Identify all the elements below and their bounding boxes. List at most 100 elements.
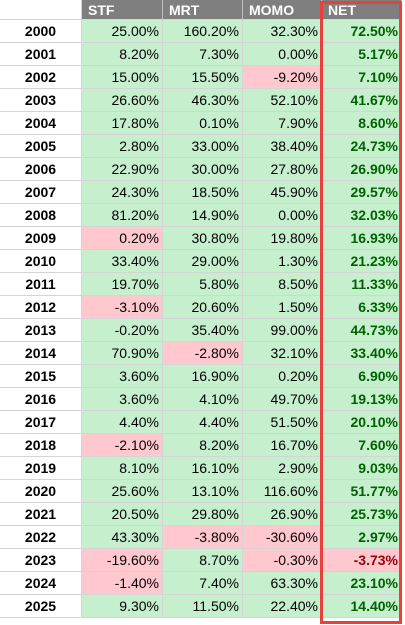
stf-cell[interactable]: -3.10% [82, 296, 163, 319]
header-cell-net[interactable]: NET [322, 0, 402, 20]
momo-cell[interactable]: 32.10% [243, 342, 322, 365]
momo-cell[interactable]: 2.90% [243, 457, 322, 480]
mrt-cell[interactable]: 7.30% [163, 43, 243, 66]
stf-cell[interactable]: -1.40% [82, 572, 163, 595]
momo-cell[interactable]: 1.30% [243, 250, 322, 273]
mrt-cell[interactable]: 30.80% [163, 227, 243, 250]
year-cell[interactable]: 2013 [0, 319, 82, 342]
stf-cell[interactable]: 9.30% [82, 595, 163, 618]
stf-cell[interactable]: 33.40% [82, 250, 163, 273]
year-cell[interactable]: 2005 [0, 135, 82, 158]
stf-cell[interactable]: 24.30% [82, 181, 163, 204]
momo-cell[interactable]: 51.50% [243, 411, 322, 434]
year-cell[interactable]: 2016 [0, 388, 82, 411]
stf-cell[interactable]: 3.60% [82, 388, 163, 411]
momo-cell[interactable]: 27.80% [243, 158, 322, 181]
momo-cell[interactable]: 49.70% [243, 388, 322, 411]
momo-cell[interactable]: 26.90% [243, 503, 322, 526]
mrt-cell[interactable]: -2.80% [163, 342, 243, 365]
year-cell[interactable]: 2024 [0, 572, 82, 595]
mrt-cell[interactable]: 16.10% [163, 457, 243, 480]
net-cell[interactable]: 41.67% [322, 89, 402, 112]
header-cell-stf[interactable]: STF [82, 0, 163, 20]
momo-cell[interactable]: 99.00% [243, 319, 322, 342]
net-cell[interactable]: 16.93% [322, 227, 402, 250]
net-cell[interactable]: 19.13% [322, 388, 402, 411]
net-cell[interactable]: 25.73% [322, 503, 402, 526]
momo-cell[interactable]: 38.40% [243, 135, 322, 158]
stf-cell[interactable]: -0.20% [82, 319, 163, 342]
stf-cell[interactable]: 2.80% [82, 135, 163, 158]
net-cell[interactable]: 6.33% [322, 296, 402, 319]
header-cell-mrt[interactable]: MRT [163, 0, 243, 20]
stf-cell[interactable]: 70.90% [82, 342, 163, 365]
stf-cell[interactable]: 25.60% [82, 480, 163, 503]
mrt-cell[interactable]: -3.80% [163, 526, 243, 549]
stf-cell[interactable]: 81.20% [82, 204, 163, 227]
net-cell[interactable]: 14.40% [322, 595, 402, 618]
mrt-cell[interactable]: 16.90% [163, 365, 243, 388]
stf-cell[interactable]: -19.60% [82, 549, 163, 572]
year-cell[interactable]: 2001 [0, 43, 82, 66]
mrt-cell[interactable]: 7.40% [163, 572, 243, 595]
momo-cell[interactable]: 32.30% [243, 20, 322, 43]
net-cell[interactable]: 11.33% [322, 273, 402, 296]
net-cell[interactable]: 20.10% [322, 411, 402, 434]
momo-cell[interactable]: 116.60% [243, 480, 322, 503]
mrt-cell[interactable]: 8.20% [163, 434, 243, 457]
momo-cell[interactable]: 19.80% [243, 227, 322, 250]
mrt-cell[interactable]: 160.20% [163, 20, 243, 43]
year-cell[interactable]: 2018 [0, 434, 82, 457]
year-cell[interactable]: 2010 [0, 250, 82, 273]
momo-cell[interactable]: -9.20% [243, 66, 322, 89]
year-cell[interactable]: 2019 [0, 457, 82, 480]
mrt-cell[interactable]: 20.60% [163, 296, 243, 319]
year-cell[interactable]: 2022 [0, 526, 82, 549]
stf-cell[interactable]: 26.60% [82, 89, 163, 112]
stf-cell[interactable]: 25.00% [82, 20, 163, 43]
net-cell[interactable]: 29.57% [322, 181, 402, 204]
net-cell[interactable]: -3.73% [322, 549, 402, 572]
mrt-cell[interactable]: 15.50% [163, 66, 243, 89]
header-cell-corner[interactable] [0, 0, 82, 20]
year-cell[interactable]: 2015 [0, 365, 82, 388]
year-cell[interactable]: 2012 [0, 296, 82, 319]
net-cell[interactable]: 9.03% [322, 457, 402, 480]
mrt-cell[interactable]: 29.80% [163, 503, 243, 526]
net-cell[interactable]: 21.23% [322, 250, 402, 273]
net-cell[interactable]: 7.60% [322, 434, 402, 457]
stf-cell[interactable]: -2.10% [82, 434, 163, 457]
stf-cell[interactable]: 8.20% [82, 43, 163, 66]
mrt-cell[interactable]: 33.00% [163, 135, 243, 158]
year-cell[interactable]: 2017 [0, 411, 82, 434]
mrt-cell[interactable]: 29.00% [163, 250, 243, 273]
mrt-cell[interactable]: 30.00% [163, 158, 243, 181]
mrt-cell[interactable]: 4.10% [163, 388, 243, 411]
stf-cell[interactable]: 0.20% [82, 227, 163, 250]
net-cell[interactable]: 44.73% [322, 319, 402, 342]
momo-cell[interactable]: 0.00% [243, 43, 322, 66]
year-cell[interactable]: 2025 [0, 595, 82, 618]
mrt-cell[interactable]: 5.80% [163, 273, 243, 296]
year-cell[interactable]: 2003 [0, 89, 82, 112]
mrt-cell[interactable]: 0.10% [163, 112, 243, 135]
net-cell[interactable]: 23.10% [322, 572, 402, 595]
momo-cell[interactable]: 16.70% [243, 434, 322, 457]
net-cell[interactable]: 8.60% [322, 112, 402, 135]
stf-cell[interactable]: 17.80% [82, 112, 163, 135]
year-cell[interactable]: 2008 [0, 204, 82, 227]
momo-cell[interactable]: 1.50% [243, 296, 322, 319]
stf-cell[interactable]: 43.30% [82, 526, 163, 549]
momo-cell[interactable]: 0.00% [243, 204, 322, 227]
stf-cell[interactable]: 22.90% [82, 158, 163, 181]
year-cell[interactable]: 2009 [0, 227, 82, 250]
momo-cell[interactable]: 7.90% [243, 112, 322, 135]
year-cell[interactable]: 2006 [0, 158, 82, 181]
stf-cell[interactable]: 19.70% [82, 273, 163, 296]
net-cell[interactable]: 26.90% [322, 158, 402, 181]
year-cell[interactable]: 2011 [0, 273, 82, 296]
net-cell[interactable]: 2.97% [322, 526, 402, 549]
stf-cell[interactable]: 4.40% [82, 411, 163, 434]
mrt-cell[interactable]: 46.30% [163, 89, 243, 112]
net-cell[interactable]: 6.90% [322, 365, 402, 388]
